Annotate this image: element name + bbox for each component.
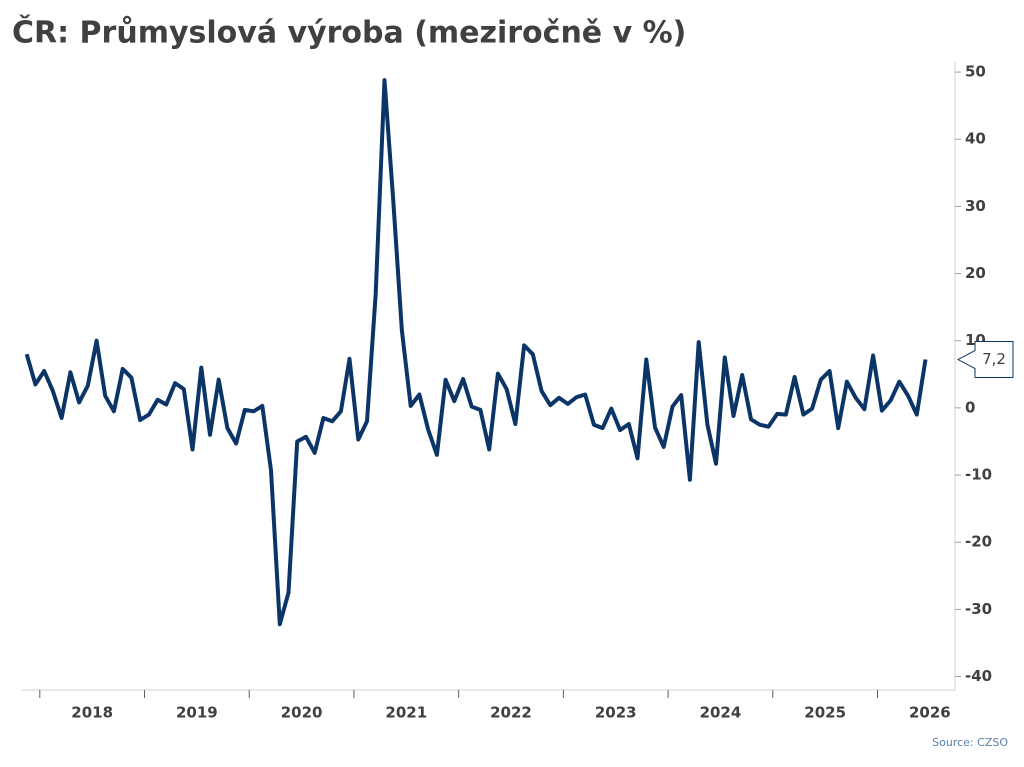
- x-tick-label: 2024: [700, 704, 742, 722]
- y-tick-label: -30: [965, 600, 992, 618]
- x-tick-label: 2025: [804, 704, 846, 722]
- callout-box: [956, 341, 1014, 379]
- line: [24, 78, 928, 627]
- x-tick-label: 2020: [281, 704, 323, 722]
- y-tick-label: 30: [965, 197, 986, 215]
- y-tick-label: -10: [965, 466, 992, 484]
- y-tick-label: -20: [965, 533, 992, 551]
- x-tick-label: 2023: [595, 704, 637, 722]
- chart-title: ČR: Průmyslová výroba (meziročně v %): [12, 14, 686, 51]
- x-tick-label: 2026: [909, 704, 951, 722]
- x-tick-label: 2019: [176, 704, 218, 722]
- y-tick-label: -40: [965, 667, 992, 685]
- y-tick-label: 0: [965, 398, 975, 416]
- y-tick-label: 40: [965, 130, 986, 148]
- y-tick-label: 20: [965, 264, 986, 282]
- y-tick-label: 50: [965, 63, 986, 81]
- x-tick-label: 2022: [490, 704, 532, 722]
- value-label: 7,2: [982, 350, 1006, 368]
- x-tick-label: 2021: [385, 704, 427, 722]
- x-tick-label: 2018: [71, 704, 113, 722]
- source: Source: CZSO: [932, 736, 1008, 749]
